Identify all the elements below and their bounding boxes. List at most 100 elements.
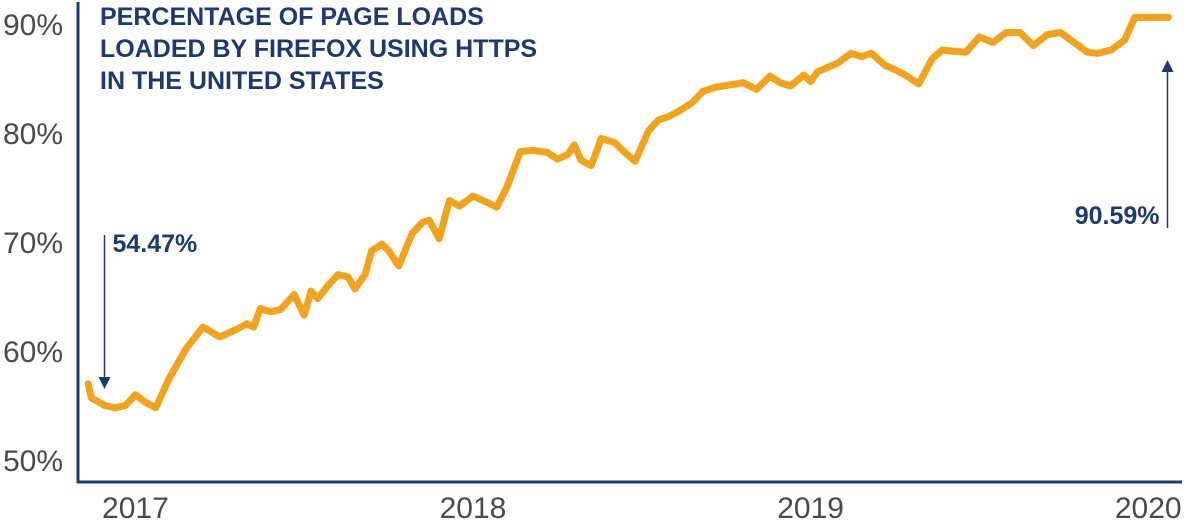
data-point xyxy=(590,165,592,167)
data-point xyxy=(91,397,93,399)
data-point xyxy=(658,119,660,121)
data-point xyxy=(303,314,305,316)
data-point xyxy=(1005,32,1007,34)
data-point xyxy=(428,219,430,221)
chart-title-line: LOADED BY FIREFOX USING HTTPS xyxy=(100,35,537,63)
data-point xyxy=(860,56,862,58)
data-point xyxy=(573,144,575,146)
data-point xyxy=(327,285,329,287)
data-point xyxy=(715,86,717,88)
data-point xyxy=(918,83,920,85)
data-point xyxy=(459,205,461,207)
data-point xyxy=(337,274,339,276)
data-point xyxy=(506,186,508,188)
data-point xyxy=(1124,39,1126,41)
data-point xyxy=(347,276,349,278)
data-point xyxy=(317,298,319,300)
data-point xyxy=(789,85,791,87)
data-point xyxy=(519,150,521,152)
data-point xyxy=(114,407,116,409)
data-point xyxy=(816,71,818,73)
y-axis-ticks: 50% 60% 70% 80% 90% xyxy=(3,9,63,478)
data-point xyxy=(482,200,484,202)
data-point xyxy=(1097,52,1099,54)
data-point xyxy=(904,74,906,76)
chart-title-line: PERCENTAGE OF PAGE LOADS xyxy=(100,3,484,31)
end-annotation-label: 90.59% xyxy=(1075,202,1160,230)
data-point xyxy=(269,311,271,313)
data-point xyxy=(648,130,650,132)
data-point xyxy=(398,265,400,267)
data-point xyxy=(134,394,136,396)
data-point xyxy=(546,152,548,154)
data-point xyxy=(827,66,829,68)
data-point xyxy=(850,52,852,54)
y-tick-label: 50% xyxy=(3,445,63,478)
data-point xyxy=(1046,34,1048,36)
data-point xyxy=(155,407,157,409)
data-point xyxy=(614,142,616,144)
data-point xyxy=(803,74,805,76)
data-point xyxy=(742,82,744,84)
data-point xyxy=(1167,16,1169,18)
start-annotation-label: 54.47% xyxy=(113,230,198,258)
data-point xyxy=(600,137,602,139)
data-point xyxy=(253,326,255,328)
data-point xyxy=(769,75,771,77)
data-point xyxy=(533,149,535,151)
data-point xyxy=(884,64,886,66)
series xyxy=(84,13,1172,412)
data-point xyxy=(870,52,872,54)
data-point xyxy=(624,152,626,154)
data-point xyxy=(1154,16,1156,18)
data-point xyxy=(1086,51,1088,53)
data-point xyxy=(1110,49,1112,51)
data-point xyxy=(185,348,187,350)
x-tick-label: 2020 xyxy=(1115,492,1182,523)
data-point xyxy=(448,200,450,202)
data-point xyxy=(810,81,812,83)
data-point xyxy=(1144,16,1146,18)
data-point xyxy=(145,401,147,403)
data-point xyxy=(1134,16,1136,18)
data-point xyxy=(978,36,980,38)
data-point xyxy=(729,84,731,86)
data-point xyxy=(837,62,839,64)
chart-title-line: IN THE UNITED STATES xyxy=(100,67,384,95)
data-point xyxy=(280,309,282,311)
data-point xyxy=(951,50,953,52)
data-point xyxy=(104,405,106,407)
data-point xyxy=(678,110,680,112)
data-point xyxy=(931,58,933,60)
series-line xyxy=(84,13,1172,412)
data-point xyxy=(259,308,261,310)
data-point xyxy=(293,293,295,295)
data-point xyxy=(702,90,704,92)
data-point xyxy=(202,326,204,328)
data-point xyxy=(124,405,126,407)
y-tick-label: 70% xyxy=(3,227,63,260)
y-tick-label: 80% xyxy=(3,118,63,151)
data-point xyxy=(310,290,312,292)
x-tick-label: 2018 xyxy=(440,492,507,523)
data-point xyxy=(634,160,636,162)
data-point xyxy=(87,383,89,385)
data-point xyxy=(1059,32,1061,34)
y-tick-label: 90% xyxy=(3,9,63,42)
data-point xyxy=(556,158,558,160)
data-point xyxy=(219,336,221,338)
data-point xyxy=(472,195,474,197)
x-tick-label: 2017 xyxy=(102,492,169,523)
data-point xyxy=(1032,45,1034,47)
data-point xyxy=(756,88,758,90)
data-point xyxy=(941,49,943,51)
data-point xyxy=(168,377,170,379)
data-point xyxy=(580,159,582,161)
data-point xyxy=(992,41,994,43)
data-point xyxy=(965,51,967,53)
data-point xyxy=(421,221,423,223)
data-point xyxy=(691,101,693,103)
data-point xyxy=(411,232,413,234)
data-point xyxy=(779,82,781,84)
data-point xyxy=(388,250,390,252)
